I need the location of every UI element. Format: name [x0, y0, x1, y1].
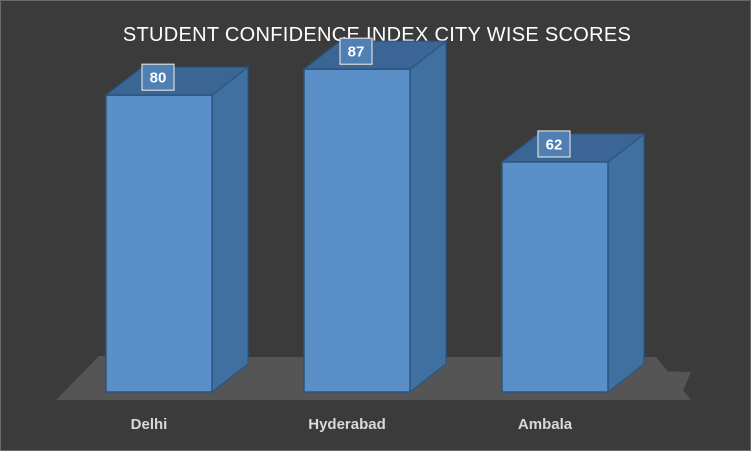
bar-front-ambala: [501, 161, 609, 393]
bars-group: [104, 40, 646, 394]
bar-ambala: [500, 132, 646, 394]
bar-front-hyderabad: [303, 68, 411, 393]
data-label-box-delhi: [141, 63, 175, 91]
chart-title: STUDENT CONFIDENCE INDEX CITY WISE SCORE…: [123, 24, 631, 46]
category-label-ambala: Ambala: [518, 416, 573, 433]
bar-hyderabad: [302, 40, 448, 394]
bar-front-delhi: [105, 94, 213, 393]
bar-side-hyderabad: [409, 40, 447, 394]
data-label-delhi: 80: [141, 63, 175, 91]
data-label-value-delhi: 80: [150, 70, 167, 87]
data-label-value-ambala: 62: [546, 136, 563, 153]
data-label-value-hyderabad: 87: [348, 44, 365, 61]
labels-group: 80 Delhi 87 Hyderabad 62 Ambala: [131, 37, 573, 433]
category-label-hyderabad: Hyderabad: [308, 416, 386, 433]
bar-side-delhi: [211, 65, 249, 394]
data-label-box-ambala: [537, 130, 571, 158]
bar-side-ambala: [607, 132, 645, 394]
data-label-hyderabad: 87: [339, 37, 373, 65]
category-label-delhi: Delhi: [131, 416, 168, 433]
data-label-ambala: 62: [537, 130, 571, 158]
bar-delhi: [104, 65, 250, 394]
data-label-box-hyderabad: [339, 37, 373, 65]
